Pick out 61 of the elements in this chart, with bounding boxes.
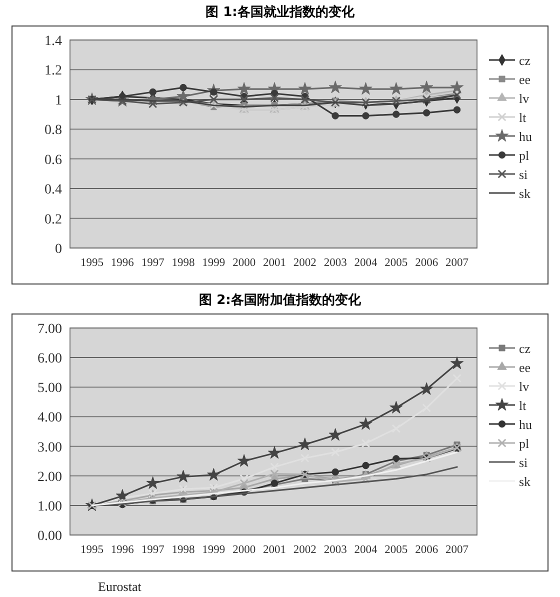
x-tick-label: 2007 [446,257,469,269]
x-tick-label: 1999 [202,257,226,269]
x-tick-label: 2000 [232,544,256,556]
x-tick-label: 1998 [172,544,195,556]
legend-label: lt [519,110,527,125]
x-tick-label: 2004 [354,544,378,556]
x-tick-label: 2002 [293,544,317,556]
x-tick-label: 2007 [446,544,469,556]
y-tick-label: 4.00 [38,410,62,426]
y-tick-label: 0 [55,242,62,257]
x-tick-label: 2002 [293,257,317,269]
y-tick-label: 0.6 [44,152,62,168]
y-tick-label: 1.00 [38,499,62,514]
legend-label: pl [519,148,530,163]
x-tick-label: 2005 [384,257,408,269]
x-tick-label: 1997 [141,544,165,556]
x-tick-label: 1998 [172,257,195,269]
legend-label: ee [519,360,531,375]
legend-label: sk [519,186,532,201]
chart-title: 图 2:各国附加值指数的变化 [199,292,362,308]
x-tick-label: 2006 [415,544,438,556]
x-tick-label: 1999 [202,544,226,556]
x-tick-label: 2000 [232,257,256,269]
y-tick-label: 7.00 [38,322,62,337]
legend-label: pl [519,436,530,451]
x-tick-label: 2006 [415,257,438,269]
legend-label: hu [519,129,532,144]
y-tick-label: 0.8 [44,123,62,138]
x-tick-label: 1995 [80,257,104,269]
legend-label: sk [519,474,532,489]
x-tick-label: 1995 [80,544,104,556]
legend-label: cz [519,341,531,356]
y-tick-label: 2.00 [38,470,62,485]
x-tick-label: 1996 [110,257,134,269]
legend-label: si [519,455,528,470]
text: Eurostat [98,579,142,594]
x-tick-label: 2001 [263,257,286,269]
x-tick-label: 1996 [110,544,134,556]
legend-label: cz [519,53,531,68]
y-tick-label: 5.00 [38,381,62,396]
x-tick-label: 2004 [354,257,378,269]
y-tick-label: 1.4 [44,34,62,49]
y-tick-label: 0.2 [44,212,62,228]
y-tick-label: 0.00 [38,529,62,544]
y-tick-label: 0.4 [44,182,62,198]
x-tick-label: 2003 [324,257,348,269]
legend-label: lv [519,91,530,106]
x-tick-label: 2001 [263,544,286,556]
y-tick-label: 1.2 [44,64,62,79]
y-tick-label: 1 [55,93,62,108]
y-tick-label: 6.00 [38,352,62,367]
legend-label: lv [519,379,530,394]
legend-label: ee [519,72,531,87]
legend-label: hu [519,417,532,432]
legend-label: si [519,167,528,182]
chart-title: 图 1:各国就业指数的变化 [206,4,356,20]
x-tick-label: 2003 [324,544,348,556]
y-tick-label: 3.00 [38,440,62,456]
legend-label: lt [519,398,527,413]
x-tick-label: 1997 [141,257,165,269]
x-tick-label: 2005 [384,544,408,556]
